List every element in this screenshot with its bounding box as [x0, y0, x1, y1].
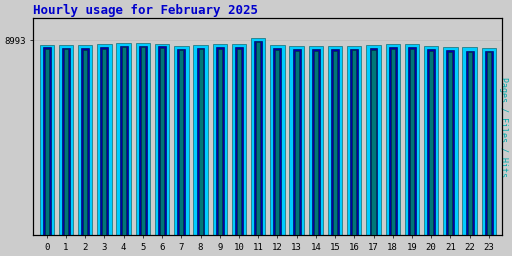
- Bar: [100, 47, 109, 235]
- Bar: [427, 49, 435, 235]
- Bar: [366, 45, 381, 235]
- Bar: [408, 47, 416, 235]
- Bar: [333, 51, 337, 235]
- Bar: [45, 49, 49, 235]
- Bar: [139, 46, 147, 235]
- Bar: [254, 41, 262, 235]
- Bar: [293, 49, 301, 235]
- Bar: [443, 47, 458, 235]
- Bar: [199, 49, 203, 235]
- Bar: [155, 44, 169, 235]
- Bar: [197, 48, 204, 235]
- Bar: [122, 47, 125, 235]
- Bar: [141, 47, 145, 235]
- Bar: [347, 46, 361, 235]
- Bar: [446, 50, 454, 235]
- Bar: [462, 47, 477, 235]
- Bar: [294, 50, 298, 235]
- Bar: [482, 48, 496, 235]
- Bar: [235, 47, 243, 235]
- Bar: [389, 47, 397, 235]
- Bar: [62, 48, 70, 235]
- Bar: [350, 49, 358, 235]
- Bar: [370, 48, 377, 235]
- Bar: [465, 50, 474, 235]
- Bar: [136, 43, 150, 235]
- Bar: [467, 52, 472, 235]
- Bar: [487, 52, 491, 235]
- Bar: [372, 50, 375, 235]
- Bar: [194, 45, 208, 235]
- Bar: [328, 46, 342, 235]
- Bar: [179, 50, 183, 235]
- Bar: [212, 45, 227, 235]
- Bar: [39, 45, 54, 235]
- Bar: [410, 49, 414, 235]
- Bar: [158, 46, 166, 235]
- Bar: [424, 46, 438, 235]
- Bar: [64, 49, 68, 235]
- Bar: [81, 48, 89, 235]
- Bar: [232, 44, 246, 235]
- Bar: [237, 49, 241, 235]
- Bar: [485, 51, 493, 235]
- Bar: [386, 44, 400, 235]
- Bar: [314, 50, 318, 235]
- Bar: [120, 46, 127, 235]
- Bar: [429, 50, 433, 235]
- Bar: [449, 52, 453, 235]
- Bar: [174, 46, 188, 235]
- Bar: [391, 49, 395, 235]
- Bar: [59, 45, 73, 235]
- Bar: [273, 48, 282, 235]
- Bar: [352, 50, 356, 235]
- Bar: [404, 44, 419, 235]
- Bar: [216, 47, 224, 235]
- Bar: [289, 46, 304, 235]
- Bar: [43, 47, 51, 235]
- Bar: [116, 43, 131, 235]
- Bar: [102, 49, 106, 235]
- Bar: [270, 45, 285, 235]
- Bar: [251, 38, 265, 235]
- Bar: [256, 42, 260, 235]
- Bar: [275, 50, 280, 235]
- Text: Hourly usage for February 2025: Hourly usage for February 2025: [33, 4, 259, 17]
- Bar: [177, 49, 185, 235]
- Y-axis label: Pages / Files / Hits: Pages / Files / Hits: [499, 77, 508, 177]
- Bar: [78, 45, 92, 235]
- Bar: [83, 50, 87, 235]
- Bar: [309, 46, 323, 235]
- Bar: [312, 49, 320, 235]
- Bar: [218, 49, 222, 235]
- Bar: [97, 44, 112, 235]
- Bar: [160, 48, 164, 235]
- Bar: [331, 49, 339, 235]
